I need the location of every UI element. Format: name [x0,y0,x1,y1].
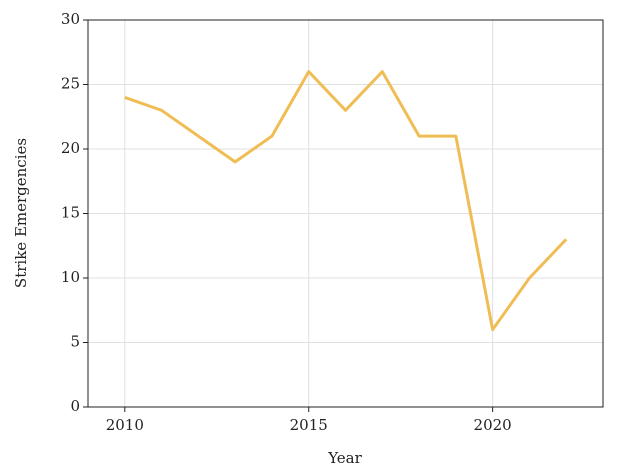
plot-frame [87,19,604,408]
y-axis-label: Strike Emergencies [12,138,30,288]
y-tick-label: 10 [61,268,80,286]
x-tick-label: 2010 [106,416,144,434]
y-tick-label: 0 [70,397,80,415]
y-tick-label: 25 [61,75,80,93]
x-tick-label: 2015 [290,416,328,434]
y-tick-label: 20 [61,139,80,157]
y-tick-label: 15 [61,204,80,222]
y-tick-label: 5 [70,333,80,351]
x-tick-label: 2020 [474,416,512,434]
x-axis-label: Year [327,449,362,467]
y-tick-label: 30 [61,10,80,28]
data-line [124,70,568,332]
